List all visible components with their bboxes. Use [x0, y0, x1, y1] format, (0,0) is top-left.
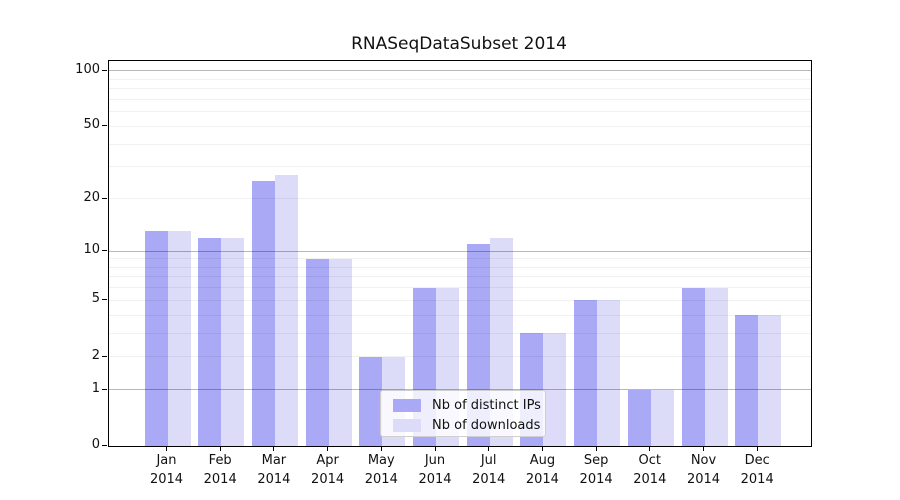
x-label-month: Feb	[208, 453, 232, 468]
x-axis-tick-label: Dec 2014	[727, 451, 787, 489]
x-label-year: 2014	[472, 472, 506, 487]
x-axis-tick	[166, 446, 167, 451]
bar-jan-distinct-ips	[144, 231, 168, 446]
legend-swatch-distinct-ips	[393, 399, 421, 412]
x-label-year: 2014	[579, 472, 613, 487]
bar-jan-downloads	[167, 231, 191, 446]
y-axis-tick-label: 5	[91, 291, 100, 307]
bar-mar-distinct-ips	[251, 181, 275, 446]
y-axis-tick	[102, 69, 107, 71]
bar-aug-downloads	[543, 333, 567, 446]
y-axis-tick	[102, 250, 107, 252]
plot-area	[108, 60, 812, 447]
x-label-year: 2014	[740, 472, 774, 487]
x-label-year: 2014	[257, 472, 291, 487]
y-axis-tick-label: 0	[91, 437, 100, 452]
x-label-year: 2014	[311, 472, 345, 487]
y-axis-tick	[102, 299, 107, 301]
y-axis-tick	[102, 388, 107, 390]
bar-nov-downloads	[704, 287, 728, 446]
x-axis-tick-label: Sep 2014	[566, 451, 626, 489]
legend-label-downloads: Nb of downloads	[432, 418, 541, 433]
x-axis-tick	[434, 446, 436, 451]
bar-apr-downloads	[328, 258, 352, 446]
legend: Nb of distinct IPs Nb of downloads	[380, 390, 546, 437]
y-axis-tick	[102, 445, 107, 446]
legend-label-distinct-ips: Nb of distinct IPs	[432, 398, 541, 413]
bar-apr-distinct-ips	[305, 258, 329, 446]
legend-item-distinct-ips: Nb of distinct IPs	[393, 397, 545, 414]
x-label-month: Nov	[690, 453, 717, 468]
y-axis-tick-label: 1	[91, 380, 100, 396]
bar-feb-distinct-ips	[198, 237, 222, 446]
x-axis-tick-label: Mar 2014	[244, 451, 304, 489]
y-axis-tick	[102, 355, 107, 357]
x-axis-tick	[327, 446, 329, 451]
y-axis-tick-label: 100	[75, 61, 100, 77]
x-label-year: 2014	[418, 472, 452, 487]
x-label-month: May	[367, 453, 395, 468]
x-axis-tick	[219, 446, 221, 451]
x-label-month: Mar	[261, 453, 287, 468]
x-label-month: Jul	[480, 453, 497, 468]
x-axis-tick	[488, 446, 490, 451]
x-axis-tick	[756, 446, 758, 451]
legend-item-downloads: Nb of downloads	[393, 417, 545, 434]
x-axis-tick	[595, 446, 597, 451]
x-axis-tick	[541, 446, 543, 451]
x-axis-tick	[273, 446, 275, 451]
x-label-month: Dec	[744, 453, 770, 468]
y-axis-tick-label: 10	[83, 242, 100, 258]
y-axis-tick	[102, 197, 107, 199]
bar-feb-downloads	[221, 237, 245, 446]
x-axis-tick-label: Jul 2014	[459, 451, 519, 489]
x-label-year: 2014	[203, 472, 237, 487]
x-axis-tick	[649, 446, 651, 451]
y-axis-tick-label: 20	[83, 189, 100, 205]
x-label-month: Jan	[156, 453, 177, 468]
bars-layer	[109, 61, 811, 446]
bar-dec-distinct-ips	[735, 315, 759, 446]
bar-mar-downloads	[274, 175, 298, 446]
bar-sep-distinct-ips	[574, 300, 598, 446]
x-label-month: Oct	[638, 453, 662, 468]
x-axis-tick-label: Jan 2014	[137, 451, 197, 489]
x-axis-tick-label: Aug 2014	[512, 451, 572, 489]
x-label-month: Jun	[424, 453, 446, 468]
x-axis-tick-label: Nov 2014	[674, 451, 734, 489]
y-axis-tick-label: 2	[91, 347, 100, 363]
x-axis-tick	[380, 446, 382, 451]
bar-may-distinct-ips	[359, 356, 383, 446]
x-label-month: Apr	[316, 453, 339, 468]
legend-swatch-downloads	[393, 419, 421, 432]
x-axis-tick-label: Jun 2014	[405, 451, 465, 489]
x-label-month: Sep	[583, 453, 609, 468]
bar-oct-distinct-ips	[627, 389, 651, 446]
bar-nov-distinct-ips	[681, 287, 705, 446]
x-label-year: 2014	[525, 472, 559, 487]
x-label-year: 2014	[364, 472, 398, 487]
bar-sep-downloads	[597, 300, 621, 446]
bar-dec-downloads	[758, 315, 782, 446]
x-axis-tick	[703, 446, 704, 451]
x-axis-tick-label: Feb 2014	[190, 451, 250, 489]
y-axis-tick-label: 50	[83, 117, 100, 133]
x-label-year: 2014	[149, 472, 184, 487]
x-axis-tick-label: May 2014	[351, 451, 411, 489]
x-axis-tick-label: Apr 2014	[298, 451, 358, 489]
x-label-month: Aug	[529, 453, 556, 468]
chart-title: RNASeqDataSubset 2014	[351, 34, 567, 54]
x-axis-tick-label: Oct 2014	[620, 451, 680, 489]
x-label-year: 2014	[633, 472, 667, 487]
y-axis-tick	[102, 125, 107, 127]
bar-oct-downloads	[650, 389, 674, 446]
x-label-year: 2014	[686, 472, 721, 487]
